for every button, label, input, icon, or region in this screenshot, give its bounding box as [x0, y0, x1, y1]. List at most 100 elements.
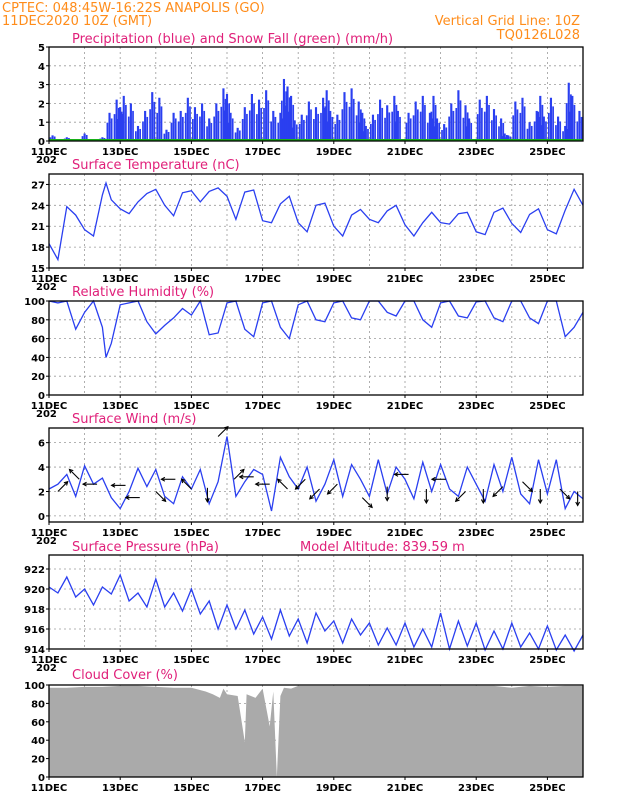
precip-bar [514, 101, 517, 141]
precip-bar [292, 104, 295, 141]
precip-bar [519, 112, 522, 141]
precip-bar [153, 101, 156, 141]
precip-bar [396, 110, 399, 141]
precip-bar [300, 114, 303, 141]
precip-bar [85, 134, 88, 141]
precip-bar [201, 103, 204, 141]
x-tick-label: 25DEC [529, 147, 565, 158]
precip-bar [379, 99, 382, 141]
precip-bar [272, 110, 275, 141]
precip-bar [384, 117, 386, 141]
model-altitude-label: Model Altitude: 839.59 m [300, 540, 465, 555]
precip-bar [443, 124, 446, 141]
x-tick-label: 21DEC [387, 655, 423, 666]
x-tick-year: 202 [36, 155, 57, 166]
precip-bar [369, 123, 372, 141]
precip-bar [327, 100, 330, 141]
precip-bar [481, 107, 483, 141]
precip-bar [284, 105, 287, 141]
precip-bar [320, 112, 322, 141]
precip-bar [381, 107, 384, 141]
wind-arrow-head [68, 468, 74, 474]
x-tick-label: 19DEC [316, 147, 352, 158]
x-tick-label: 25DEC [529, 783, 565, 794]
wind-arrow-head [430, 476, 436, 482]
precip-bar [350, 88, 353, 141]
precip-bar [322, 97, 325, 141]
wind-arrow-head [537, 499, 543, 505]
precip-bar [199, 116, 201, 141]
meteogram-panels: Precipitation (blue) and Snow Fall (gree… [24, 32, 584, 794]
panel-3: Surface Wind (m/s) 0 2 4 6 11DEC 13DEC 15DEC 17D… [31, 412, 584, 547]
precip-bar [146, 116, 149, 141]
precip-bar [144, 110, 147, 141]
x-tick-label: 21DEC [387, 147, 423, 158]
precip-bar [364, 125, 367, 141]
precip-bar [51, 135, 54, 141]
precip-bar [571, 95, 574, 141]
precip-bar [549, 97, 553, 141]
y-tick-label: 100 [24, 681, 45, 692]
y-tick-label: 916 [24, 625, 45, 636]
precip-bar [184, 112, 187, 141]
y-tick-label: 20 [31, 755, 45, 766]
precip-bar [193, 107, 197, 141]
y-tick-label: 4 [38, 463, 45, 474]
wind-arrow-head [384, 496, 390, 502]
y-tick-label: 21 [31, 222, 45, 233]
precip-bar [248, 110, 251, 141]
x-tick-label: 23DEC [458, 147, 494, 158]
precip-bar [279, 112, 282, 141]
x-tick-label: 19DEC [316, 274, 352, 285]
precip-bar [317, 113, 319, 141]
x-tick-label: 11DEC [31, 274, 67, 285]
meteogram-header: CPTEC: 048:45W-16:22S ANAPOLIS (GO) 11DE… [2, 1, 580, 43]
precip-bar [445, 127, 448, 141]
precip-bar [106, 122, 109, 141]
wind-arrow-head [565, 494, 571, 500]
wind-arrow-head [205, 498, 210, 503]
precip-bar [526, 128, 529, 141]
precip-bar [483, 111, 486, 141]
precip-bar [186, 97, 189, 141]
precip-bar [290, 95, 293, 141]
x-tick-label: 13DEC [102, 783, 138, 794]
precip-bar [540, 125, 543, 141]
precip-bar [424, 104, 426, 141]
wind-arrow [522, 481, 533, 492]
precip-bar [215, 103, 218, 141]
wind-arrow-head [239, 468, 245, 474]
y-tick-label: 24 [31, 201, 45, 212]
precip-bar [210, 122, 213, 141]
precip-bar [394, 121, 397, 141]
wind-arrow-head [393, 471, 399, 477]
precip-bar [253, 103, 255, 141]
precip-bar [457, 90, 460, 141]
precip-bar [359, 122, 361, 141]
precip-bar [562, 131, 564, 141]
y-tick-label: 918 [24, 605, 45, 616]
x-tick-label: 21DEC [387, 274, 423, 285]
y-tick-label: 5 [38, 43, 45, 54]
x-tick-label: 17DEC [244, 274, 280, 285]
precip-bar [502, 122, 505, 141]
precip-bar [213, 116, 216, 141]
precip-bar [307, 101, 310, 141]
precip-bar [432, 95, 435, 141]
precip-bar [367, 128, 369, 141]
precip-bar [492, 109, 496, 141]
precip-bar [523, 106, 526, 141]
precip-bar [345, 101, 348, 141]
precip-bar [363, 118, 366, 141]
x-tick-label: 13DEC [102, 147, 138, 158]
panel-title: Surface Temperature (nC) [72, 158, 240, 173]
wind-arrow-head [454, 497, 460, 503]
wind-arrow [69, 469, 80, 480]
precip-bar [377, 114, 379, 141]
precip-bar [500, 118, 503, 141]
precip-bar [468, 118, 471, 141]
precip-bar [357, 101, 360, 141]
precip-bar [450, 103, 453, 141]
precip-bar [434, 104, 437, 141]
precip-bar [455, 108, 458, 141]
